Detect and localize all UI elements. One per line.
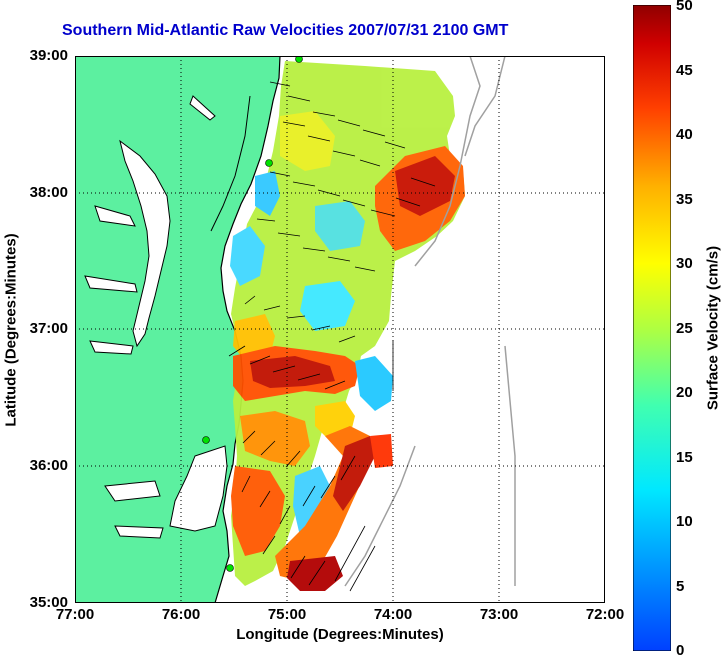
velocity-field	[230, 61, 465, 591]
x-tick-label: 77:00	[55, 606, 95, 623]
colorbar-tick-label: 50	[676, 0, 693, 14]
velocity-map	[75, 56, 605, 603]
x-tick-label: 75:00	[267, 606, 307, 623]
y-tick-label: 38:00	[29, 184, 68, 201]
chesapeake-bay	[119, 139, 171, 348]
colorbar	[633, 5, 671, 651]
y-tick-label: 35:00	[29, 594, 68, 611]
y-tick-label: 37:00	[29, 320, 68, 337]
colorbar-label: Surface Velocity (cm/s)	[704, 245, 722, 411]
map-title: Southern Mid-Atlantic Raw Velocities 200…	[62, 22, 509, 39]
x-axis-label: Longitude (Degrees:Minutes)	[236, 626, 444, 643]
y-tick-label: 36:00	[29, 457, 68, 474]
colorbar-tick-label: 10	[676, 513, 693, 530]
colorbar-tick-label: 15	[676, 449, 693, 466]
x-tick-label: 74:00	[373, 606, 413, 623]
colorbar-tick-label: 25	[676, 320, 693, 337]
colorbar-tick-label: 5	[676, 578, 685, 595]
y-axis-label: Latitude (Degrees:Minutes)	[2, 233, 20, 427]
x-tick-label: 76:00	[161, 606, 201, 623]
colorbar-tick-label: 30	[676, 255, 693, 272]
colorbar-tick-label: 40	[676, 126, 693, 143]
colorbar-tick-label: 20	[676, 384, 693, 401]
colorbar-tick-label: 0	[676, 642, 685, 659]
x-tick-label: 72:00	[585, 606, 625, 623]
colorbar-tick-label: 35	[676, 191, 693, 208]
x-tick-label: 73:00	[479, 606, 519, 623]
y-tick-label: 39:00	[29, 47, 68, 64]
colorbar-tick-label: 45	[676, 62, 693, 79]
velocity-vectors	[228, 81, 436, 592]
